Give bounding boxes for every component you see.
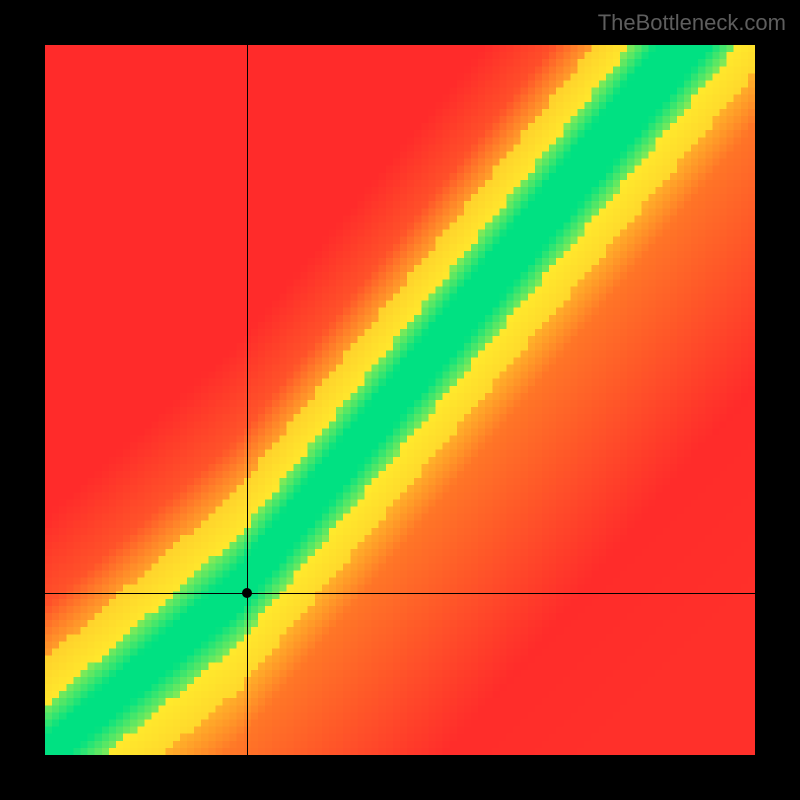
- watermark-text: TheBottleneck.com: [598, 10, 786, 36]
- selected-point: [242, 588, 252, 598]
- plot-area: [45, 45, 755, 755]
- crosshair-horizontal: [45, 593, 755, 594]
- chart-container: TheBottleneck.com: [0, 0, 800, 800]
- crosshair-vertical: [247, 45, 248, 755]
- heatmap-canvas: [45, 45, 755, 755]
